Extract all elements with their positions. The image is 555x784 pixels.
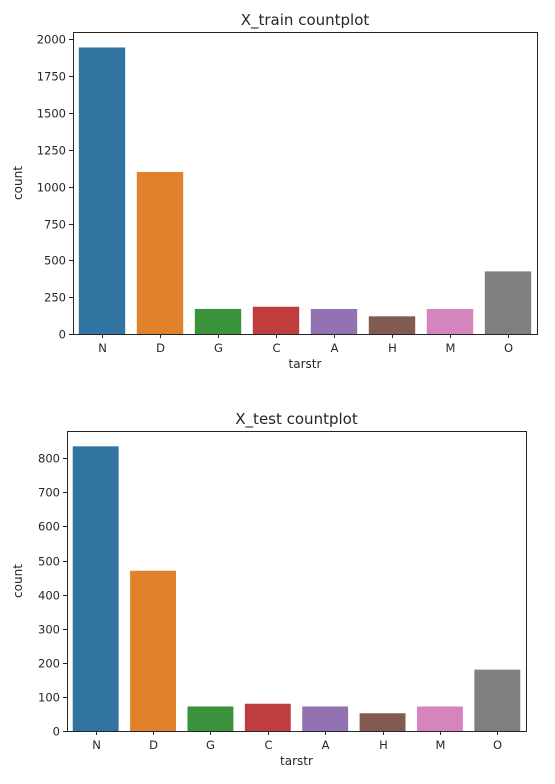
- bar-C: [252, 306, 300, 334]
- y-tick-label: 500: [44, 254, 66, 268]
- x-tick-label: D: [156, 341, 165, 355]
- x-tick-label: N: [98, 341, 107, 355]
- y-tick-label: 200: [38, 657, 60, 671]
- bar-M: [416, 706, 463, 731]
- x-tick-label: C: [264, 738, 272, 752]
- bar-N: [72, 446, 119, 731]
- bar-C: [244, 703, 291, 731]
- x-tick-label: O: [493, 738, 502, 752]
- x-tick-label: G: [214, 341, 223, 355]
- y-tick-label: 750: [44, 218, 66, 232]
- x-tick-label: D: [149, 738, 158, 752]
- x-tick-label: A: [331, 341, 339, 355]
- y-tick-label: 1250: [37, 144, 66, 158]
- x-tick-label: G: [206, 738, 215, 752]
- x-tick-label: C: [272, 341, 280, 355]
- y-tick-label: 600: [38, 520, 60, 534]
- y-tick-label: 1000: [37, 181, 66, 195]
- x-axis-label: tarstr: [289, 357, 322, 371]
- plot-frame: [67, 431, 527, 732]
- bar-O: [484, 271, 532, 334]
- y-tick-label: 250: [44, 291, 66, 305]
- bar-H: [359, 713, 406, 731]
- y-axis-label: count: [11, 564, 25, 598]
- train-countplot: X_train countplot 0 250 500 750 1000 1250 1500 1…: [11, 11, 538, 371]
- y-tick-label: 700: [38, 486, 60, 500]
- y-tick-label: 800: [38, 452, 60, 466]
- chart-title: X_test countplot: [235, 410, 358, 429]
- y-tick-label: 1500: [37, 107, 66, 121]
- bar-O: [474, 669, 521, 731]
- y-tick-label: 0: [59, 328, 66, 342]
- x-tick-label: H: [388, 341, 397, 355]
- y-tick-label: 100: [38, 691, 60, 705]
- x-tick-label: N: [92, 738, 101, 752]
- bar-D: [136, 171, 184, 334]
- y-tick-label: 400: [38, 589, 60, 603]
- bar-G: [194, 308, 242, 334]
- test-countplot: X_test countplot 0 100 200 300 400 500 600 700 80…: [11, 410, 527, 768]
- bar-A: [310, 308, 358, 334]
- bar-G: [187, 706, 234, 731]
- y-tick-label: 500: [38, 555, 60, 569]
- x-tick-label: H: [379, 738, 388, 752]
- y-axis-label: count: [11, 166, 25, 200]
- bar-A: [302, 706, 349, 731]
- x-tick-label: M: [436, 738, 446, 752]
- bar-M: [426, 308, 474, 334]
- bar-D: [130, 570, 177, 731]
- x-tick-label: O: [504, 341, 513, 355]
- chart-title: X_train countplot: [241, 11, 370, 30]
- plot-frame: [73, 32, 538, 335]
- y-tick-label: 0: [53, 725, 60, 739]
- y-tick-label: 1750: [37, 70, 66, 84]
- x-tick-label: A: [322, 738, 330, 752]
- y-tick-label: 300: [38, 623, 60, 637]
- bar-N: [78, 47, 126, 334]
- bar-H: [368, 316, 416, 334]
- x-axis-label: tarstr: [280, 754, 313, 768]
- y-tick-label: 2000: [37, 33, 66, 47]
- x-tick-label: M: [446, 341, 456, 355]
